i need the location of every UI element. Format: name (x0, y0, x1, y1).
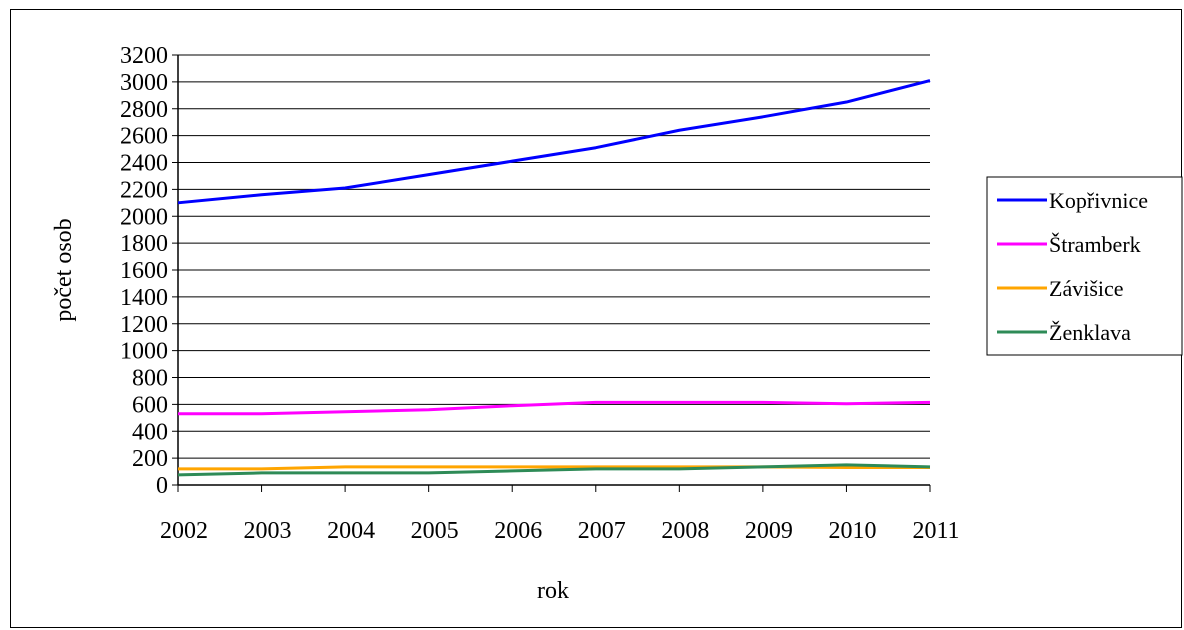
y-tick-label: 1000 (120, 339, 168, 365)
series-line-4 (177, 463, 931, 477)
y-tick-label: 600 (132, 392, 168, 418)
y-tick-label: 1600 (120, 258, 168, 284)
x-tick-label: 2010 (828, 518, 876, 544)
y-tick-label: 3000 (120, 70, 168, 96)
x-tick-label: 2002 (160, 518, 208, 544)
legend-label: Kopřivnice (1049, 188, 1148, 213)
y-tick-label: 800 (132, 366, 168, 392)
x-tick-label: 2009 (745, 518, 793, 544)
y-tick-label: 2400 (120, 151, 168, 177)
y-tick-label: 2200 (120, 177, 168, 203)
y-tick-label: 0 (156, 473, 168, 499)
y-tick-label: 1200 (120, 312, 168, 338)
series-line-1 (177, 79, 931, 205)
x-tick-label: 2007 (578, 518, 626, 544)
y-tick-label: 1800 (120, 231, 168, 257)
x-tick-label: 2008 (661, 518, 709, 544)
x-tick-label: 2006 (494, 518, 542, 544)
y-tick-label: 400 (132, 419, 168, 445)
legend-label: Ženklava (1049, 320, 1131, 345)
y-tick-label: 1400 (120, 285, 168, 311)
y-tick-label: 2800 (120, 97, 168, 123)
y-tick-label: 2600 (120, 124, 168, 150)
y-tick-label: 3200 (120, 43, 168, 69)
x-tick-label: 2003 (244, 518, 292, 544)
series-lines (177, 79, 931, 477)
y-tick-label: 2000 (120, 204, 168, 230)
gridlines (172, 54, 931, 492)
series-line-2 (178, 400, 931, 416)
x-tick-label: 2011 (912, 518, 959, 544)
legend-box (986, 176, 1183, 356)
legend: Kopřivnice Štramberk Závišice Ženklava (986, 176, 1183, 356)
y-tick-label: 200 (132, 446, 168, 472)
y-tick-labels: 0200400600800100012001400160018002000220… (120, 43, 168, 499)
x-tick-label: 2004 (327, 518, 375, 544)
x-tick-label: 2005 (411, 518, 459, 544)
x-tick-labels: 2002 2003 2004 2005 2006 2007 2008 2009 2010 2011 (160, 518, 960, 544)
legend-label: Štramberk (1049, 232, 1141, 257)
legend-label: Závišice (1049, 276, 1124, 301)
x-axis-title: rok (537, 578, 569, 604)
y-axis-title: počet osob (51, 218, 77, 321)
